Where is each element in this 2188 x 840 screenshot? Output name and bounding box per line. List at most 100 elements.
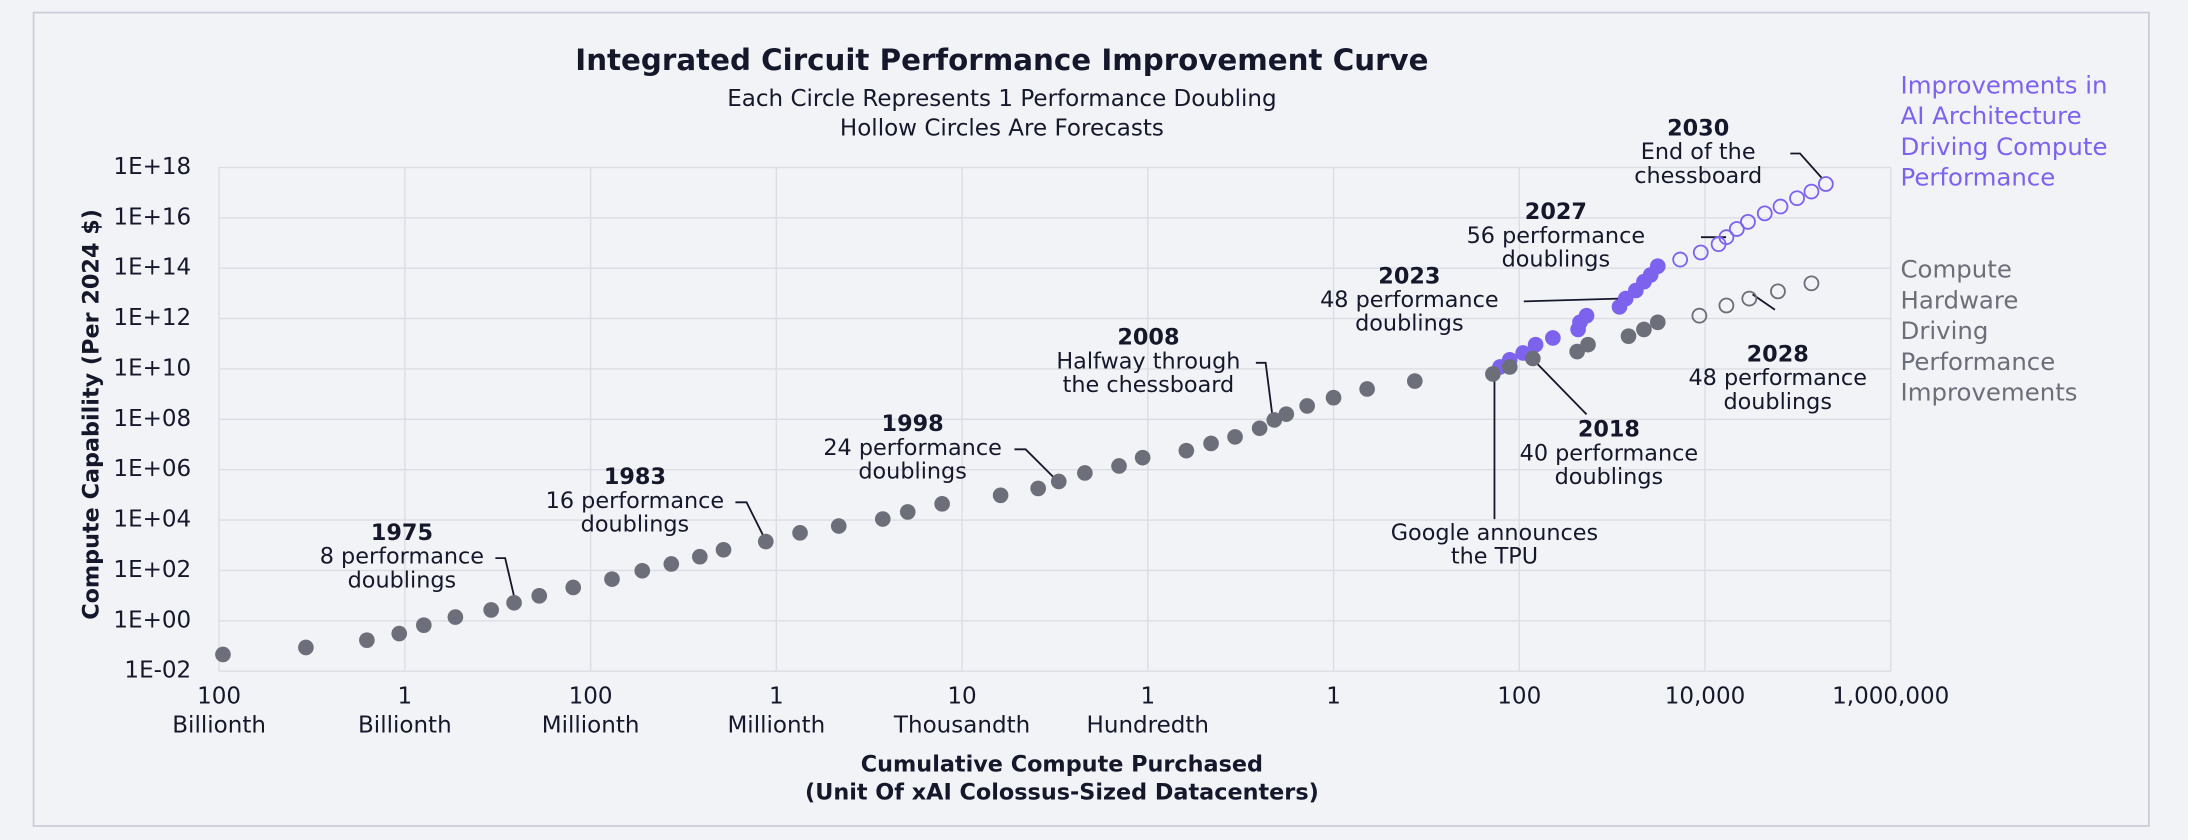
annotation-year: 2008 (1117, 326, 1180, 351)
y-axis-label: Compute Capability (Per 2024 $) (79, 209, 105, 620)
annotation-text: 48 performance doublings (1688, 363, 1867, 414)
annotation-year: 1975 (370, 521, 433, 546)
data-point (663, 556, 680, 572)
data-point (1580, 336, 1596, 353)
leader-line (1255, 361, 1274, 418)
y-tick-label: 1E+12 (113, 305, 191, 331)
annotation: Google announces the TPU (1390, 521, 1599, 570)
data-point (1692, 244, 1709, 261)
x-tick: 100 Millionth (541, 682, 640, 739)
y-tick-label: 1E+08 (113, 406, 191, 432)
data-point (992, 487, 1009, 504)
annotation-year: 2027 (1524, 200, 1587, 225)
data-point (757, 533, 774, 550)
x-axis-label: Cumulative Compute Purchased (Unit Of xA… (804, 750, 1319, 806)
data-point (792, 525, 808, 541)
x-tick-label: 1 Hundredth (1086, 682, 1210, 739)
data-point (1227, 429, 1243, 445)
data-point (1266, 412, 1283, 428)
annotation-year: 2030 (1667, 117, 1730, 141)
data-point (1691, 307, 1708, 324)
annotation-text: End of the chessboard (1634, 137, 1763, 188)
data-point (215, 646, 231, 663)
x-tick-label: 100 (1497, 682, 1542, 709)
x-tick-label: 100 Billionth (172, 682, 266, 739)
y-tick-label: 1E+04 (113, 507, 191, 533)
annotation-year: 2028 (1746, 343, 1809, 367)
legend-entry: Improvements in AI Architecture Driving … (1901, 73, 2108, 192)
data-point (1178, 442, 1195, 459)
y-tick-label: 1E+00 (113, 607, 191, 633)
data-point (1649, 258, 1666, 275)
leader-line (1534, 360, 1588, 416)
x-tick: 1 (1326, 682, 1341, 709)
data-point (359, 632, 375, 648)
leader-line (1790, 152, 1824, 180)
data-point (1111, 458, 1127, 474)
data-point (1728, 221, 1745, 237)
data-point (483, 602, 499, 618)
x-tick: 1,000,000 (1832, 682, 1950, 709)
data-point (1620, 328, 1637, 344)
data-point (1050, 473, 1067, 490)
x-tick-label: 1 Billionth (357, 682, 452, 739)
data-point (1789, 190, 1805, 207)
annotation-text: 24 performance doublings (823, 433, 1002, 484)
data-point (1485, 366, 1501, 382)
data-point (1325, 389, 1342, 406)
data-point (1406, 373, 1423, 389)
x-tick: 100 (1497, 682, 1542, 709)
data-point (415, 617, 432, 633)
x-tick: 100 Billionth (172, 682, 266, 739)
data-point (934, 496, 950, 512)
data-point (1251, 420, 1268, 437)
data-point (1817, 176, 1834, 192)
x-tick: 1 Billionth (357, 682, 452, 739)
annotation-year: 1983 (603, 466, 666, 490)
data-point (565, 579, 582, 596)
data-point (1134, 449, 1151, 466)
data-point (715, 541, 732, 558)
leader-line (735, 501, 766, 540)
annotation-text: Google announces the TPU (1390, 521, 1599, 570)
y-tick-label: 1E+06 (113, 456, 191, 482)
data-point (298, 639, 314, 656)
annotation-year: 2018 (1577, 418, 1640, 443)
x-tick-label: 10,000 (1664, 682, 1746, 709)
y-tick-label: 1E+02 (113, 557, 191, 583)
x-tick-label: 1,000,000 (1832, 682, 1950, 709)
y-tick-label: 1E+16 (113, 204, 191, 230)
data-point (1672, 251, 1689, 268)
data-point (1740, 213, 1756, 230)
x-tick: 1 Hundredth (1086, 682, 1210, 739)
y-tick-label: 1E+14 (113, 255, 191, 281)
data-point (1718, 229, 1735, 246)
data-point (1030, 480, 1046, 497)
legend-entry: Compute Hardware Driving Performance Imp… (1900, 256, 2078, 407)
annotation-text: 48 performance doublings (1320, 285, 1499, 336)
leader-line (1523, 297, 1619, 303)
data-point (1278, 406, 1295, 422)
data-point (1649, 314, 1666, 331)
data-point (1527, 336, 1544, 353)
annotation-text: 40 performance doublings (1519, 439, 1699, 490)
annotation-year: 2023 (1378, 265, 1441, 289)
data-point (1803, 275, 1820, 292)
x-tick-label: 100 Millionth (541, 682, 640, 739)
data-point (506, 594, 522, 611)
y-tick-label: 1E+10 (113, 355, 191, 381)
data-point (604, 571, 620, 587)
leader-line (1014, 448, 1056, 480)
data-point (1077, 465, 1093, 481)
annotation-text: Halfway through the chessboard (1056, 347, 1241, 398)
legend-label: Compute Hardware Driving Performance Imp… (1900, 256, 2078, 407)
y-tick-label: 1E-02 (124, 658, 191, 684)
data-point (1203, 435, 1219, 452)
data-point (531, 588, 548, 604)
annotation-text: 56 performance doublings (1466, 221, 1646, 272)
